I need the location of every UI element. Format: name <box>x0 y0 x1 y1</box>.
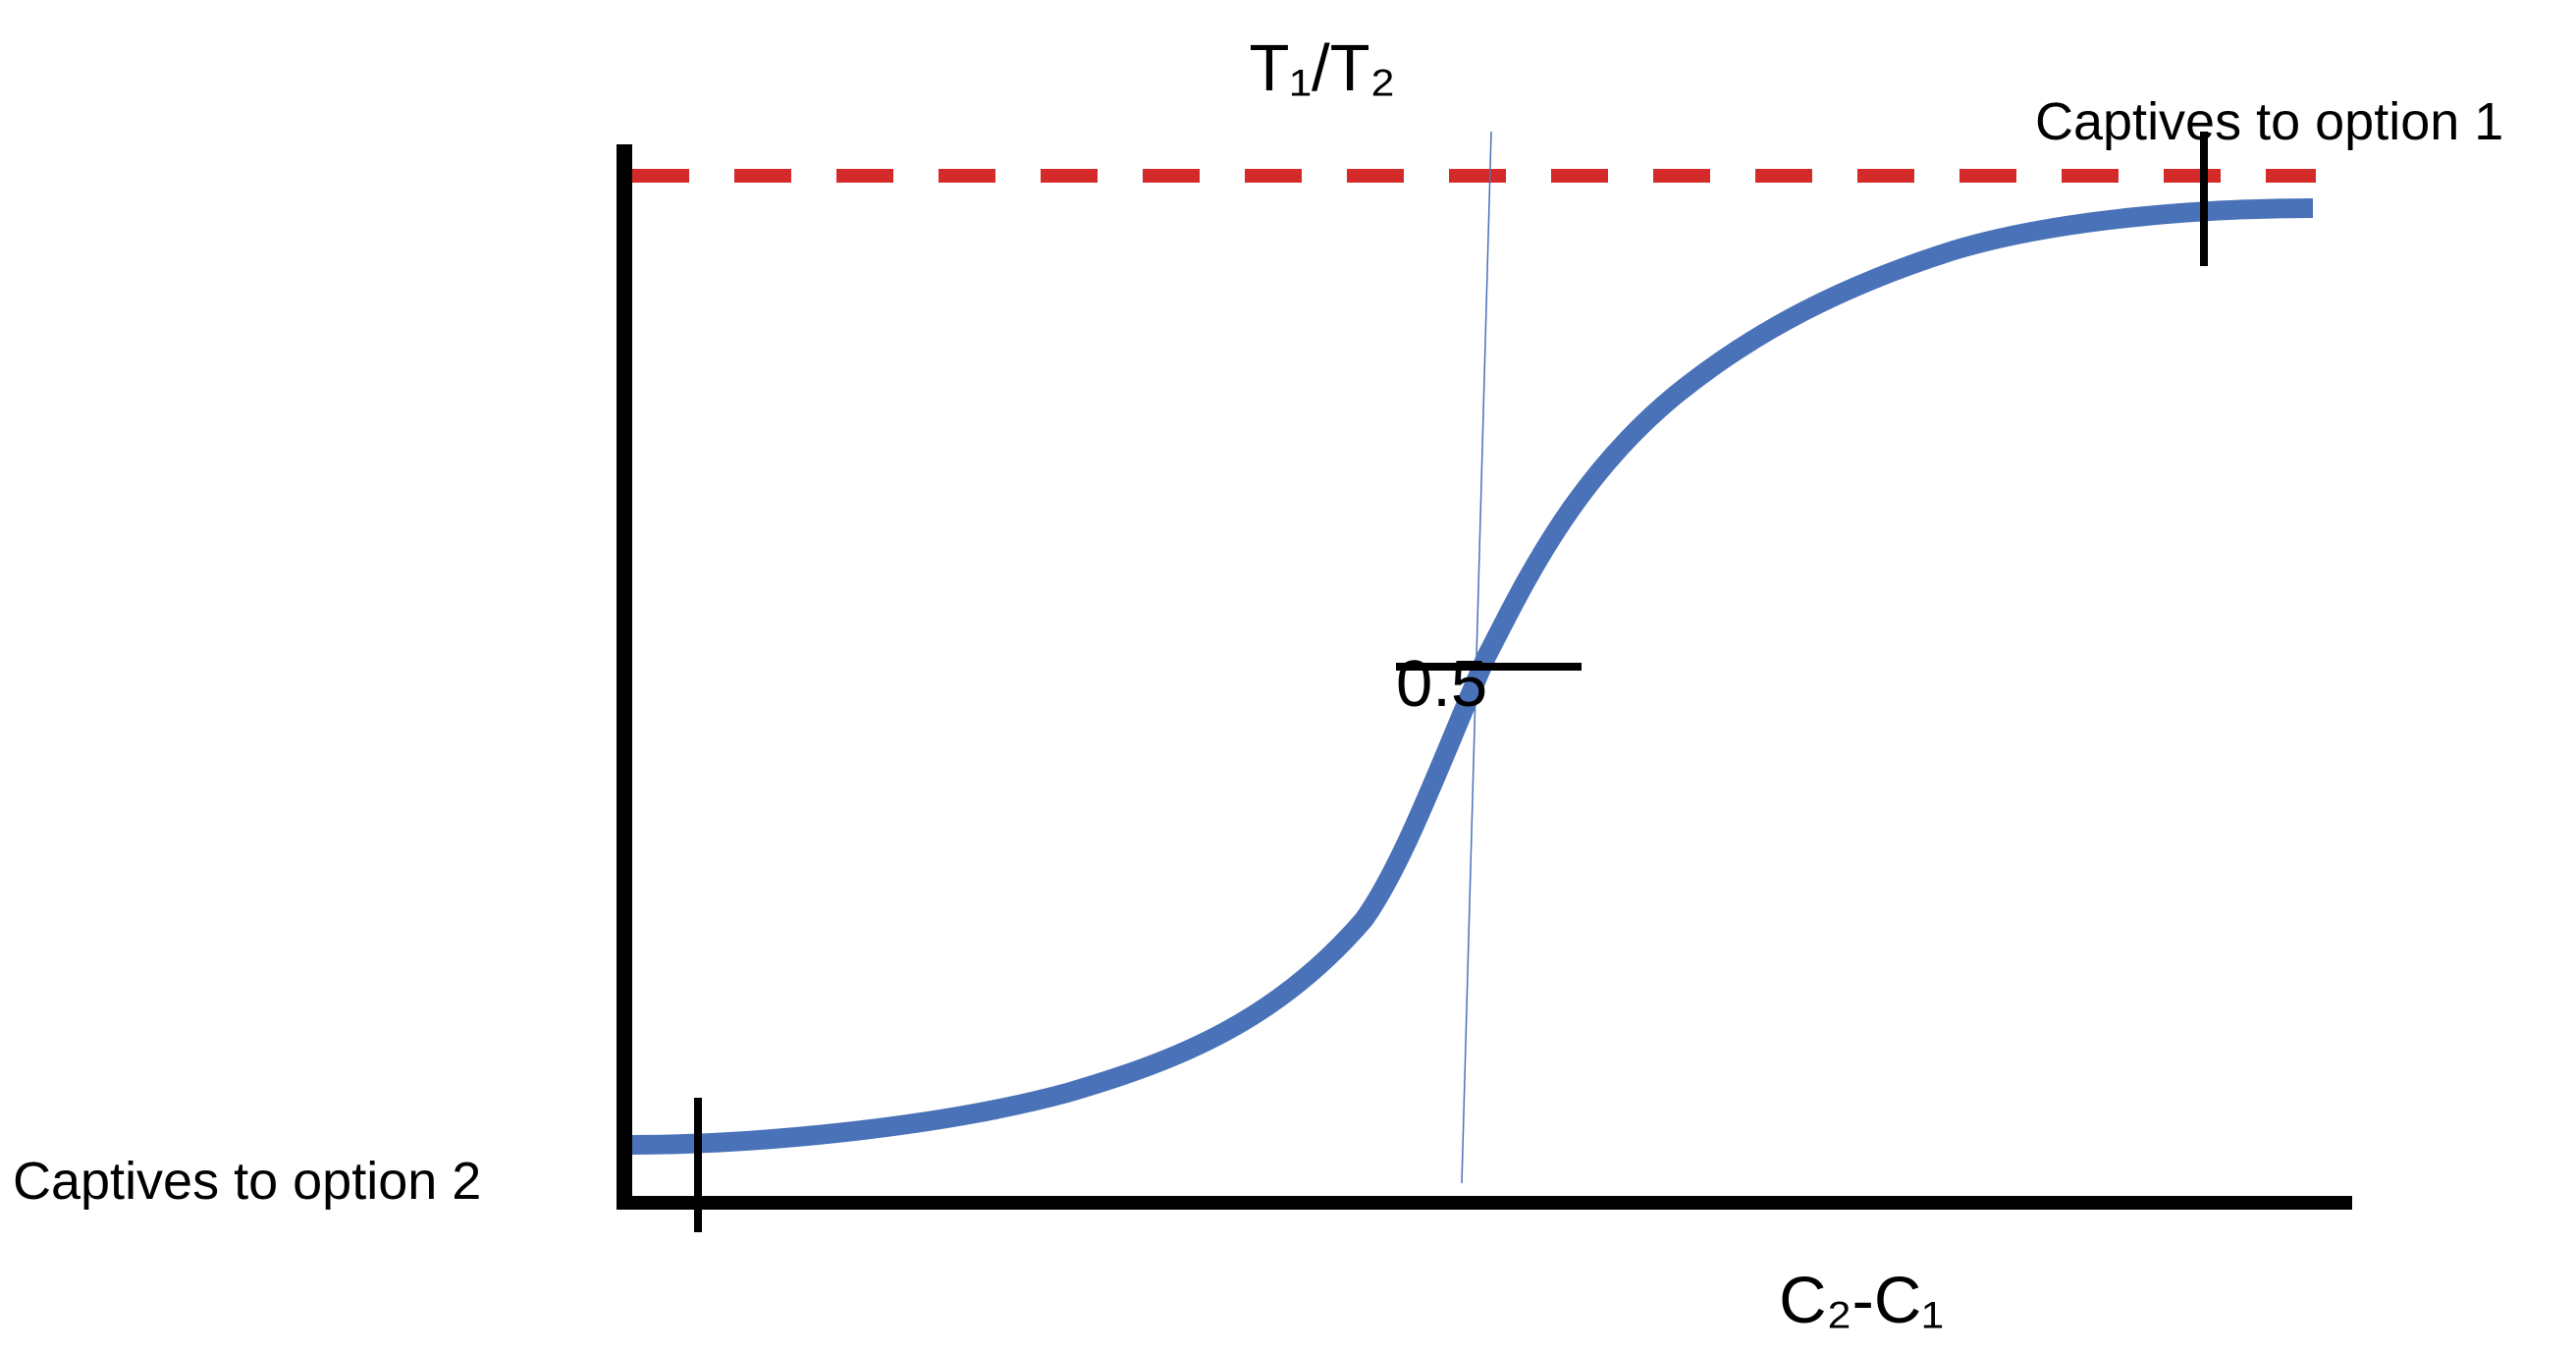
midpoint-label: 0.5 <box>1396 647 1487 721</box>
upper-annotation: Captives to option 1 <box>2035 92 2503 151</box>
tangent-line <box>1461 131 1492 1184</box>
lower-annotation: Captives to option 2 <box>13 1152 481 1211</box>
y-axis-label: T₁/T₂ <box>1249 31 1395 105</box>
x-axis-label: C₂-C₁ <box>1779 1264 1944 1337</box>
